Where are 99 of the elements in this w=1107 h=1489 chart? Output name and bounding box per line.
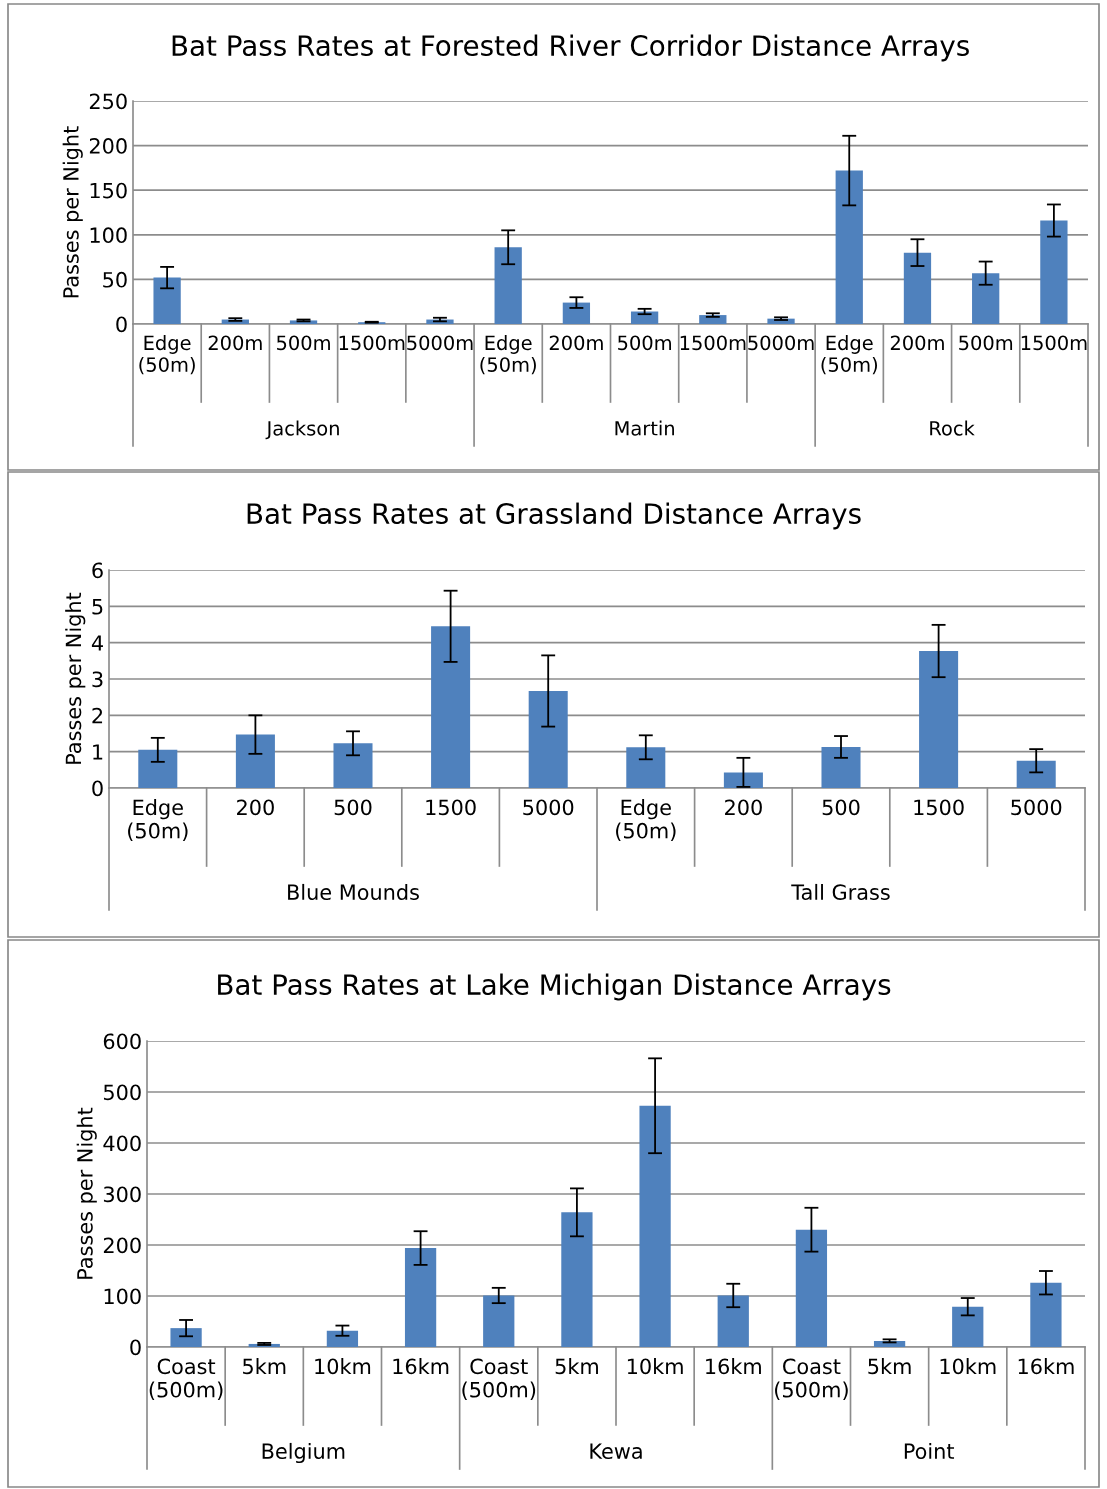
y-tick-label: 250 xyxy=(89,93,127,110)
x-tick-label: Coast (500m) xyxy=(149,1358,223,1401)
bar xyxy=(639,1105,671,1347)
x-tick-label: 10km xyxy=(627,1358,683,1375)
x-tick-label: 5000m xyxy=(407,335,473,351)
bar xyxy=(483,1295,515,1347)
x-tick-label: 200 xyxy=(725,799,762,816)
y-tick-label: 0 xyxy=(116,316,127,333)
x-tick-label: Coast (500m) xyxy=(775,1358,848,1401)
y-tick-label: 6 xyxy=(92,562,103,579)
x-tick-label: 500 xyxy=(334,799,372,816)
bar xyxy=(626,747,666,788)
bar xyxy=(404,1248,437,1347)
chart-title: Bat Pass Rates at Forested River Corridor Distance Arrays xyxy=(172,34,969,62)
x-tick-label: 500m xyxy=(277,335,330,351)
x-tick-label: Edge (50m) xyxy=(821,335,878,375)
x-tick-label: 500m xyxy=(959,335,1013,351)
x-tick-label: 500 xyxy=(822,799,860,816)
chart-title: Bat Pass Rates at Grassland Distance Arrays xyxy=(247,502,861,530)
y-tick-label: 400 xyxy=(103,1135,141,1152)
x-tick-label: 16km xyxy=(393,1358,449,1375)
bar xyxy=(333,743,373,788)
y-axis-title: Passes per Night xyxy=(65,592,86,764)
text: Martin xyxy=(615,420,674,436)
y-tick-label: 100 xyxy=(104,1288,141,1305)
text: Rock xyxy=(930,420,975,436)
x-tick-label: 200m xyxy=(890,335,944,351)
bar xyxy=(972,273,1000,324)
text: Jackson xyxy=(265,420,339,440)
bar xyxy=(528,690,568,788)
bar xyxy=(1016,760,1056,788)
y-tick-label: 0 xyxy=(130,1339,141,1356)
bar xyxy=(903,252,932,324)
x-tick-label: 10km xyxy=(315,1358,371,1375)
x-tick-label: 1500m xyxy=(339,335,405,351)
y-axis-title: Passes per Night xyxy=(62,126,83,298)
bar xyxy=(153,277,181,324)
bar xyxy=(919,651,959,788)
y-tick-label: 50 xyxy=(103,271,127,288)
x-tick-label: 200 xyxy=(237,799,274,816)
y-axis-title: Passes per Night xyxy=(76,1107,97,1279)
bar xyxy=(235,734,275,788)
bar xyxy=(630,311,659,324)
bar xyxy=(561,1212,593,1347)
text: Point xyxy=(904,1442,955,1460)
text: Blue Mounds xyxy=(288,883,419,901)
y-tick-label: 1 xyxy=(93,744,103,760)
bar xyxy=(1040,220,1068,324)
bar xyxy=(494,247,522,324)
x-tick-label: 5000m xyxy=(748,335,814,351)
x-tick-label: 16km xyxy=(1018,1358,1074,1375)
y-tick-label: 0 xyxy=(92,780,103,797)
y-tick-label: 100 xyxy=(90,227,127,244)
bar xyxy=(431,626,471,788)
x-tick-label: 1500m xyxy=(680,335,746,351)
bar xyxy=(170,1328,202,1347)
text: Tall Grass xyxy=(791,883,890,901)
x-tick-label: Edge (50m) xyxy=(616,799,676,842)
x-tick-label: Edge (50m) xyxy=(139,335,195,375)
x-tick-label: Coast (500m) xyxy=(462,1358,536,1401)
x-tick-label: Edge (50m) xyxy=(480,335,536,375)
chart-title: Bat Pass Rates at Lake Michigan Distance Arrays xyxy=(218,973,891,1001)
bar xyxy=(723,772,763,788)
bar xyxy=(835,170,863,324)
bar xyxy=(821,746,861,788)
x-tick-label: 5km xyxy=(243,1358,286,1375)
y-tick-label: 500 xyxy=(103,1084,141,1101)
y-tick-label: 200 xyxy=(89,138,127,154)
y-tick-label: 2 xyxy=(92,707,103,724)
bar xyxy=(873,1340,906,1347)
x-tick-label: 5000 xyxy=(1011,799,1062,816)
y-tick-label: 5 xyxy=(92,599,103,615)
x-tick-label: 5km xyxy=(555,1358,598,1375)
y-tick-label: 200 xyxy=(103,1237,141,1254)
bar xyxy=(1030,1282,1062,1347)
y-tick-label: 4 xyxy=(91,635,103,651)
text: Kewa xyxy=(590,1443,642,1460)
x-tick-label: 200m xyxy=(549,335,603,351)
bar xyxy=(717,1295,749,1347)
text: Belgium xyxy=(262,1442,345,1464)
bar xyxy=(326,1330,359,1347)
x-tick-label: 1500 xyxy=(426,799,476,816)
x-tick-label: 1500 xyxy=(914,799,964,816)
x-tick-label: 200m xyxy=(208,335,262,351)
bar xyxy=(138,749,178,788)
y-tick-label: 3 xyxy=(92,671,103,688)
x-tick-label: Edge (50m) xyxy=(128,799,188,842)
y-tick-label: 600 xyxy=(103,1033,141,1050)
x-tick-label: 500m xyxy=(618,335,671,351)
y-tick-label: 150 xyxy=(90,182,127,199)
x-tick-label: 5km xyxy=(868,1358,911,1375)
bar xyxy=(952,1306,984,1347)
x-tick-label: 10km xyxy=(940,1358,996,1375)
bar xyxy=(795,1229,828,1347)
x-tick-label: 16km xyxy=(706,1358,761,1375)
y-tick-label: 300 xyxy=(103,1186,141,1203)
bar xyxy=(562,302,591,324)
x-tick-label: 5000 xyxy=(523,799,574,816)
x-tick-label: 1500m xyxy=(1021,335,1087,351)
